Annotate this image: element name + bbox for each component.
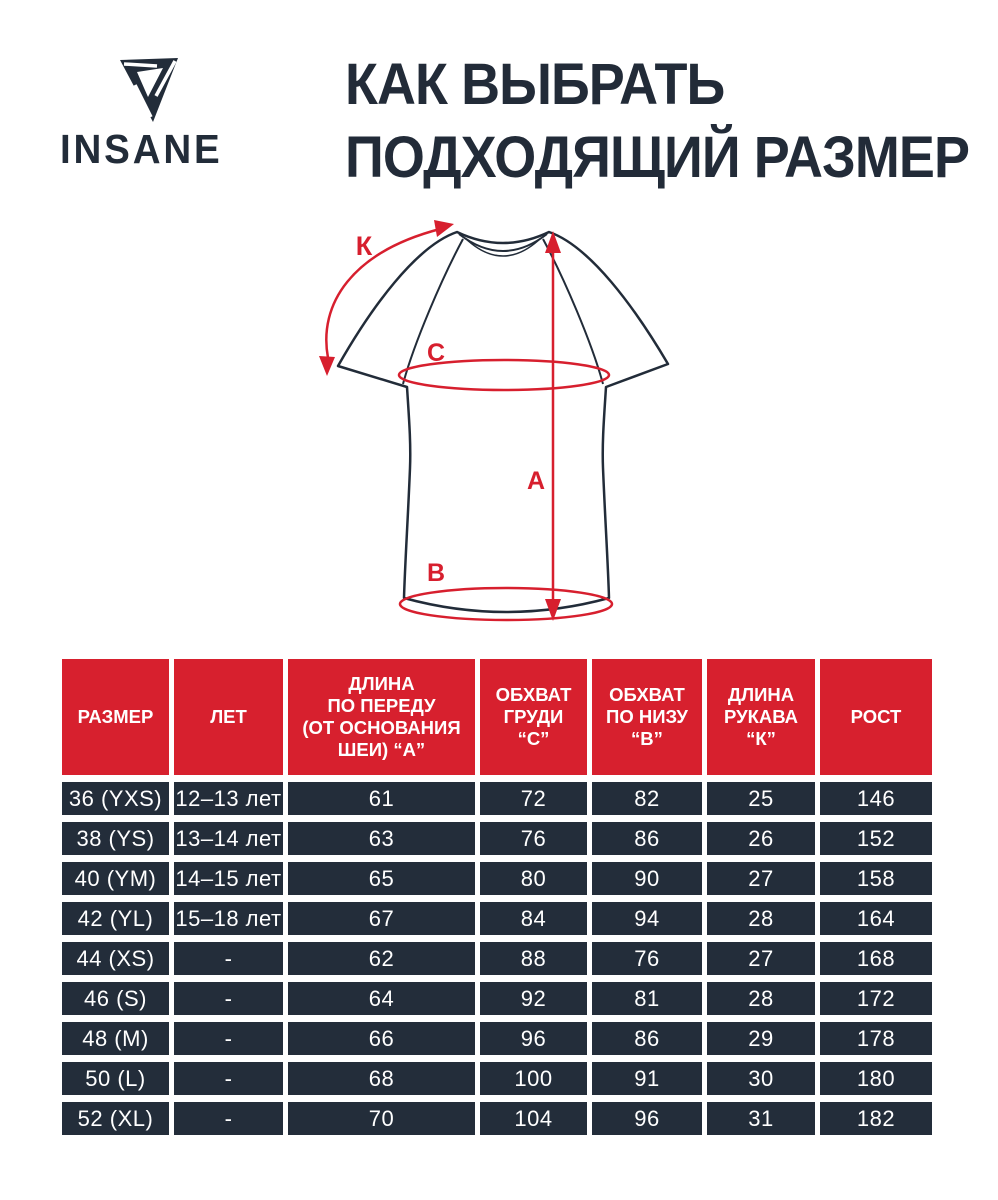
- table-cell: 30: [707, 1062, 815, 1095]
- table-cell: 62: [288, 942, 475, 975]
- table-cell: 94: [592, 902, 702, 935]
- table-cell: 178: [820, 1022, 932, 1055]
- table-cell: 76: [480, 822, 587, 855]
- table-cell: 38 (YS): [62, 822, 169, 855]
- table-cell: 27: [707, 862, 815, 895]
- table-cell: -: [174, 1022, 283, 1055]
- arrowhead-upright-icon: [434, 220, 454, 237]
- table-cell: 65: [288, 862, 475, 895]
- label-chest-c: С: [427, 339, 445, 367]
- table-cell: 44 (XS): [62, 942, 169, 975]
- label-bottom-b: В: [427, 559, 445, 587]
- table-cell: 13–14 лет: [174, 822, 283, 855]
- label-sleeve-k: К: [356, 231, 373, 261]
- table-cell: 88: [480, 942, 587, 975]
- size-table: РАЗМЕР ЛЕТ ДЛИНА ПО ПЕРЕДУ (ОТ ОСНОВАНИЯ…: [62, 659, 932, 1135]
- table-cell: 50 (L): [62, 1062, 169, 1095]
- table-cell: 66: [288, 1022, 475, 1055]
- table-cell: 28: [707, 982, 815, 1015]
- column-header-sleeve-length: ДЛИНА РУКАВА “К”: [707, 659, 815, 775]
- table-cell: 100: [480, 1062, 587, 1095]
- arrowhead-up-icon: [545, 231, 561, 253]
- table-cell: 86: [592, 822, 702, 855]
- table-cell: 61: [288, 782, 475, 815]
- measure-sleeve-arrow: [325, 227, 441, 359]
- table-cell: 180: [820, 1062, 932, 1095]
- column-header-bottom-girth: ОБХВАТ ПО НИЗУ “В”: [592, 659, 702, 775]
- table-cell: 91: [592, 1062, 702, 1095]
- table-cell: 84: [480, 902, 587, 935]
- table-cell: 82: [592, 782, 702, 815]
- table-cell: 76: [592, 942, 702, 975]
- table-cell: 15–18 лет: [174, 902, 283, 935]
- collar-rib-line: [464, 237, 542, 257]
- table-cell: 63: [288, 822, 475, 855]
- table-cell: -: [174, 982, 283, 1015]
- table-cell: 146: [820, 782, 932, 815]
- table-cell: 67: [288, 902, 475, 935]
- page-title-line1: КАК ВЫБРАТЬ: [345, 52, 725, 117]
- table-cell: 90: [592, 862, 702, 895]
- page-title-line2: ПОДХОДЯЩИЙ РАЗМЕР: [345, 125, 970, 190]
- table-cell: 164: [820, 902, 932, 935]
- table-cell: -: [174, 1102, 283, 1135]
- table-cell: 28: [707, 902, 815, 935]
- arrowhead-downleft-icon: [319, 356, 335, 376]
- table-cell: 81: [592, 982, 702, 1015]
- table-cell: 96: [480, 1022, 587, 1055]
- measure-bottom-ellipse: [398, 586, 614, 622]
- arrowhead-down-icon: [545, 599, 561, 621]
- table-cell: 25: [707, 782, 815, 815]
- table-cell: 31: [707, 1102, 815, 1135]
- table-cell: 182: [820, 1102, 932, 1135]
- table-cell: 29: [707, 1022, 815, 1055]
- table-cell: 168: [820, 942, 932, 975]
- table-cell: 26: [707, 822, 815, 855]
- table-cell: 68: [288, 1062, 475, 1095]
- table-cell: 172: [820, 982, 932, 1015]
- table-cell: 27: [707, 942, 815, 975]
- tshirt-outline: [336, 230, 670, 614]
- table-cell: 92: [480, 982, 587, 1015]
- table-cell: -: [174, 942, 283, 975]
- table-cell: 36 (YXS): [62, 782, 169, 815]
- column-header-size: РАЗМЕР: [62, 659, 169, 775]
- brand-logo-text: INSANE: [60, 126, 223, 172]
- column-header-height: РОСТ: [820, 659, 932, 775]
- table-cell: 80: [480, 862, 587, 895]
- column-header-front-length: ДЛИНА ПО ПЕРЕДУ (ОТ ОСНОВАНИЯ ШЕИ) “А”: [288, 659, 475, 775]
- table-cell: 48 (M): [62, 1022, 169, 1055]
- table-cell: 70: [288, 1102, 475, 1135]
- brand-logo-icon: [120, 58, 178, 122]
- table-cell: 96: [592, 1102, 702, 1135]
- measure-chest-ellipse: [397, 358, 611, 392]
- table-cell: 40 (YM): [62, 862, 169, 895]
- table-cell: 46 (S): [62, 982, 169, 1015]
- table-cell: 158: [820, 862, 932, 895]
- table-cell: 52 (XL): [62, 1102, 169, 1135]
- table-cell: 152: [820, 822, 932, 855]
- tshirt-measurement-diagram: К С А В: [319, 220, 670, 622]
- table-cell: -: [174, 1062, 283, 1095]
- table-cell: 12–13 лет: [174, 782, 283, 815]
- table-cell: 104: [480, 1102, 587, 1135]
- column-header-age: ЛЕТ: [174, 659, 283, 775]
- table-cell: 64: [288, 982, 475, 1015]
- page-title: КАК ВЫБРАТЬ ПОДХОДЯЩИЙ РАЗМЕР: [345, 48, 970, 194]
- table-cell: 14–15 лет: [174, 862, 283, 895]
- label-length-a: А: [527, 467, 545, 495]
- table-cell: 72: [480, 782, 587, 815]
- table-cell: 42 (YL): [62, 902, 169, 935]
- column-header-chest-girth: ОБХВАТ ГРУДИ “С”: [480, 659, 587, 775]
- table-cell: 86: [592, 1022, 702, 1055]
